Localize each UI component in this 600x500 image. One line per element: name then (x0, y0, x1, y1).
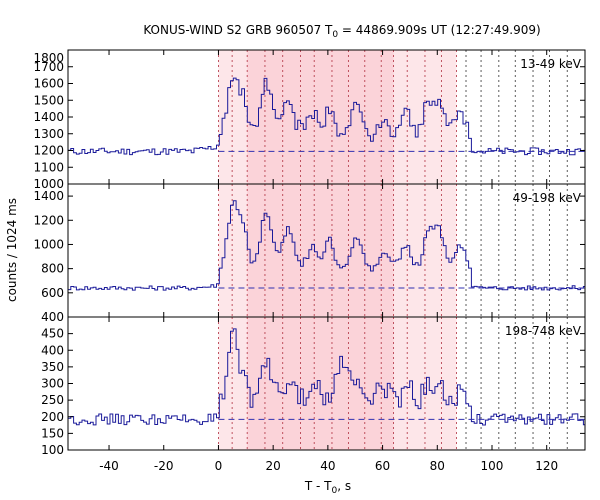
x-tick-label: 0 (215, 459, 223, 473)
y-tick-label: 1400 (33, 110, 64, 124)
y-tick-label: 300 (41, 377, 64, 391)
y-tick-label: 1200 (33, 144, 64, 158)
y-tick-label: 1700 (33, 60, 64, 74)
x-axis-title-subscript: 0 (332, 486, 338, 496)
y-tick-label: 1600 (33, 77, 64, 91)
y-tick-label: 450 (41, 327, 64, 341)
x-tick-label: 20 (266, 459, 281, 473)
y-tick-label: 1000 (33, 237, 64, 251)
x-axis-title: T - T0, s (304, 479, 351, 496)
y-tick-label: 250 (41, 393, 64, 407)
x-tick-label: 120 (535, 459, 558, 473)
y-tick-label: 350 (41, 360, 64, 374)
y-tick-label: 1100 (33, 160, 64, 174)
x-axis-title-main: T - T (304, 479, 332, 493)
y-tick-label: 1200 (33, 213, 64, 227)
light-curve (68, 200, 585, 291)
energy-band-label: 13-49 keV (520, 57, 582, 71)
energy-band-label: 49-198 keV (513, 191, 582, 205)
x-tick-label: 60 (375, 459, 390, 473)
x-tick-label: 80 (430, 459, 445, 473)
y-tick-label: 150 (41, 426, 64, 440)
y-tick-label: 1300 (33, 127, 64, 141)
x-axis-title-rest: , s (337, 479, 351, 493)
chart-title-subscript: 0 (332, 30, 338, 40)
chart-title: KONUS-WIND S2 GRB 960507 T0 = 44869.909s… (143, 23, 540, 40)
highlight-inner (247, 50, 394, 184)
y-tick-label: 600 (41, 286, 64, 300)
y-tick-label: 1800 (33, 51, 64, 65)
highlight-inner (247, 184, 394, 317)
y-tick-label: 1400 (33, 189, 64, 203)
y-tick-label: 200 (41, 410, 64, 424)
panel-2: 400 600 800 1000 1200 1400 49-198 keV (33, 183, 586, 324)
y-tick-label: 400 (41, 343, 64, 357)
chart-title-rest: = 44869.909s UT (12:27:49.909) (338, 23, 541, 37)
x-tick-label: -40 (99, 459, 119, 473)
chart-title-main: KONUS-WIND S2 GRB 960507 T (143, 23, 333, 37)
y-tick-label: 1500 (33, 93, 64, 107)
y-tick-label: 1000 (33, 177, 64, 191)
panel-3: 100 150 200 250 300 350 400 450 198-748 keV (41, 316, 586, 457)
light-curve (68, 77, 585, 156)
y-tick-label: 400 (41, 310, 64, 324)
y-tick-label: 100 (41, 443, 64, 457)
light-curve (68, 328, 585, 426)
energy-band-label: 198-748 keV (505, 324, 582, 338)
x-tick-label: 40 (320, 459, 335, 473)
y-tick-label: 800 (41, 262, 64, 276)
x-tick-label: 100 (481, 459, 504, 473)
y-axis-title: counts / 1024 ms (5, 198, 19, 302)
x-tick-label: -20 (154, 459, 174, 473)
x-tick-labels: -40 -20 0 20 40 60 80 100 120 (99, 459, 558, 473)
